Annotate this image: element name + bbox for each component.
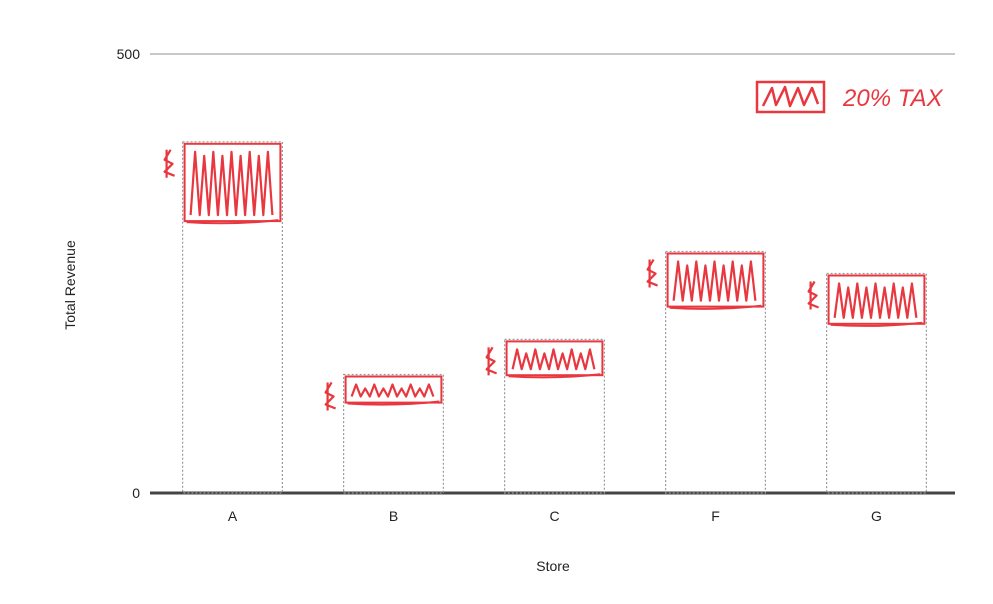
scribble-box-C bbox=[505, 340, 604, 377]
handwritten-legend-annotation: 20% TAX bbox=[755, 80, 944, 114]
x-axis-label: Store bbox=[536, 558, 570, 574]
legend-scribble-hatch bbox=[761, 85, 820, 108]
x-tick-label-B: B bbox=[389, 508, 398, 524]
scribble-underline-G bbox=[830, 321, 923, 327]
scribble-zigzag-G bbox=[833, 282, 918, 319]
legend-handwritten-text: 20% TAX bbox=[842, 85, 944, 112]
scribble-glyph-B bbox=[324, 381, 336, 411]
y-axis-label: Total Revenue bbox=[62, 240, 78, 330]
x-tick-label-G: G bbox=[871, 508, 882, 524]
bar-C bbox=[504, 338, 606, 494]
scribble-glyph-C bbox=[485, 346, 497, 376]
scribble-box-B bbox=[344, 375, 443, 404]
scribble-box-G bbox=[827, 274, 926, 325]
scribble-box-A bbox=[183, 142, 282, 223]
legend-scribble-box bbox=[755, 80, 826, 114]
scribble-zigzag-B bbox=[350, 383, 435, 398]
y-tick-label-zero: 0 bbox=[132, 485, 140, 501]
scribble-zigzag-C bbox=[511, 348, 596, 371]
handwritten-annotations-layer bbox=[163, 142, 926, 411]
scribble-glyph-G bbox=[807, 280, 819, 310]
scribble-glyph-F bbox=[646, 258, 658, 288]
scribble-underline-B bbox=[347, 400, 440, 406]
x-tick-label-A: A bbox=[228, 508, 238, 524]
bar-F bbox=[664, 250, 766, 494]
x-tick-label-C: C bbox=[549, 508, 559, 524]
scribble-zigzag-F bbox=[672, 260, 757, 302]
bar-B bbox=[343, 373, 445, 494]
scribble-glyph-A bbox=[163, 149, 175, 178]
scribble-underline-C bbox=[508, 373, 601, 379]
scribble-underline-F bbox=[669, 304, 762, 310]
y-tick-label-top: 500 bbox=[117, 46, 141, 62]
x-tick-label-F: F bbox=[711, 508, 720, 524]
bar-G bbox=[825, 272, 927, 494]
scribble-underline-A bbox=[186, 219, 279, 225]
scribble-zigzag-A bbox=[189, 150, 274, 217]
bar-A bbox=[182, 141, 284, 494]
bars-layer bbox=[182, 141, 927, 494]
scribble-box-F bbox=[666, 252, 765, 308]
